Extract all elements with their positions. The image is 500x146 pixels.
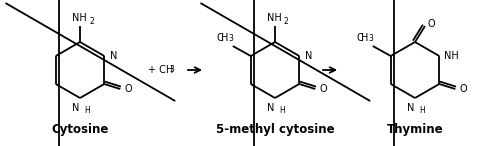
Text: 3: 3: [369, 34, 374, 43]
Text: H: H: [362, 33, 369, 43]
Text: H: H: [279, 106, 285, 115]
Text: 3: 3: [229, 34, 234, 43]
Text: H: H: [84, 106, 90, 115]
Text: NH: NH: [266, 13, 281, 23]
Text: O: O: [124, 84, 132, 94]
Text: 2: 2: [284, 17, 289, 26]
Text: C: C: [356, 33, 363, 43]
Text: 5-methyl cytosine: 5-methyl cytosine: [216, 123, 334, 136]
Text: N: N: [305, 51, 312, 61]
Text: N: N: [72, 103, 80, 113]
Text: Thymine: Thymine: [386, 123, 444, 136]
Text: O: O: [319, 84, 327, 94]
Text: NH: NH: [444, 51, 459, 61]
Text: N: N: [408, 103, 414, 113]
Text: Cytosine: Cytosine: [52, 123, 108, 136]
Text: O: O: [428, 19, 436, 29]
Text: N: N: [110, 51, 118, 61]
Text: O: O: [459, 84, 467, 94]
Text: 3: 3: [169, 65, 174, 74]
Text: N: N: [268, 103, 274, 113]
Text: H: H: [419, 106, 425, 115]
Text: + CH: + CH: [148, 65, 174, 75]
Text: H: H: [222, 33, 229, 43]
Text: C: C: [216, 33, 223, 43]
Text: 2: 2: [89, 17, 94, 26]
Text: NH: NH: [72, 13, 86, 23]
